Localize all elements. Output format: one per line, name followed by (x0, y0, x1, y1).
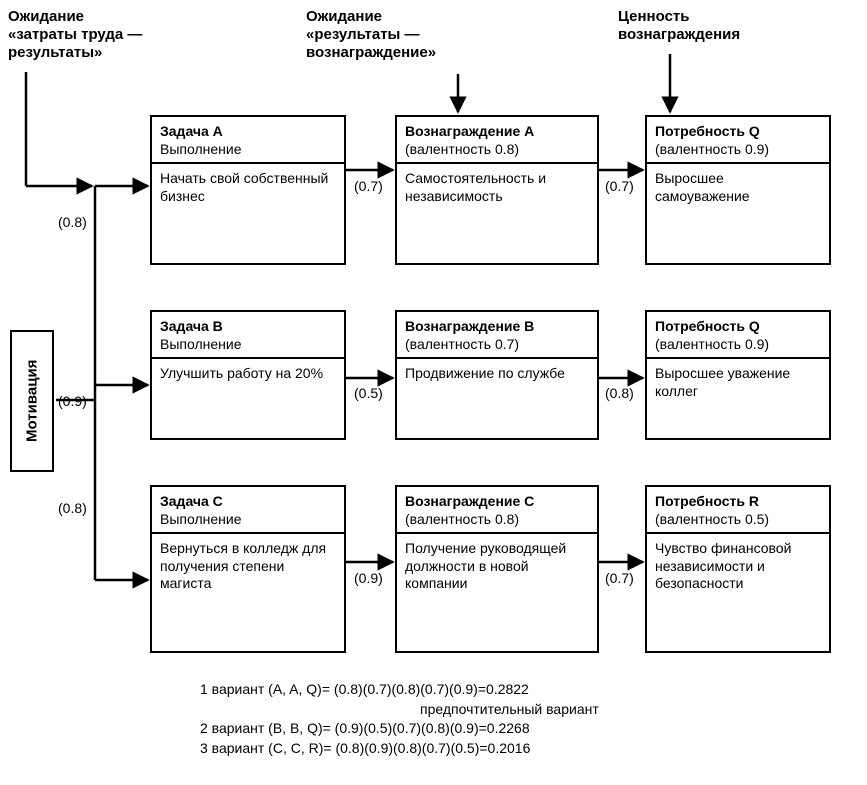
task-c-sub: Выполнение (160, 511, 241, 527)
prob-reward-c: (0.9) (352, 570, 385, 586)
task-b-body: Улучшить работу на 20% (152, 359, 344, 389)
need-a-sub: (валентность 0.9) (655, 141, 769, 157)
need-c-title: Потребность R (655, 493, 759, 509)
prob-reward-b: (0.5) (352, 385, 385, 401)
footer-calc: 1 вариант (A, A, Q)= (0.8)(0.7)(0.8)(0.7… (200, 680, 599, 758)
header-col3: Ценностьвознаграждения (618, 8, 740, 44)
reward-c-sub: (валентность 0.8) (405, 511, 519, 527)
reward-b-body: Продвижение по службе (397, 359, 597, 389)
footer-line1: 1 вариант (A, A, Q)= (0.8)(0.7)(0.8)(0.7… (200, 680, 599, 700)
reward-a-sub: (валентность 0.8) (405, 141, 519, 157)
box-reward-c: Вознаграждение С (валентность 0.8) Получ… (395, 485, 599, 653)
task-b-title: Задача В (160, 318, 223, 334)
box-reward-b: Вознаграждение В (валентность 0.7) Продв… (395, 310, 599, 440)
prob-effort-b: (0.9) (56, 393, 89, 409)
prob-effort-a: (0.8) (56, 214, 89, 230)
box-need-b: Потребность Q (валентность 0.9) Выросшее… (645, 310, 831, 440)
prob-reward-a: (0.7) (352, 178, 385, 194)
task-b-sub: Выполнение (160, 336, 241, 352)
box-need-a: Потребность Q (валентность 0.9) Выросшее… (645, 115, 831, 265)
header-col2: Ожидание«результаты —вознаграждение» (306, 8, 436, 62)
need-b-body: Выросшее уважение коллег (647, 359, 829, 406)
prob-effort-c: (0.8) (56, 500, 89, 516)
box-task-a: Задача А Выполнение Начать свой собствен… (150, 115, 346, 265)
prob-need-b: (0.8) (603, 385, 636, 401)
need-c-sub: (валентность 0.5) (655, 511, 769, 527)
need-a-title: Потребность Q (655, 123, 760, 139)
reward-c-body: Получение руководящей должности в новой … (397, 534, 597, 599)
prob-need-a: (0.7) (603, 178, 636, 194)
footer-line3: 3 вариант (С, С, R)= (0.8)(0.9)(0.8)(0.7… (200, 739, 599, 759)
box-task-c: Задача С Выполнение Вернуться в колледж … (150, 485, 346, 653)
need-b-sub: (валентность 0.9) (655, 336, 769, 352)
box-reward-a: Вознаграждение А (валентность 0.8) Самос… (395, 115, 599, 265)
footer-pref: предпочтительный вариант (420, 700, 599, 720)
box-task-b: Задача В Выполнение Улучшить работу на 2… (150, 310, 346, 440)
reward-b-sub: (валентность 0.7) (405, 336, 519, 352)
header-col1: Ожидание«затраты труда —результаты» (8, 8, 142, 62)
need-b-title: Потребность Q (655, 318, 760, 334)
box-need-c: Потребность R (валентность 0.5) Чувство … (645, 485, 831, 653)
prob-need-c: (0.7) (603, 570, 636, 586)
footer-line2: 2 вариант (В, В, Q)= (0.9)(0.5)(0.7)(0.8… (200, 719, 599, 739)
motivation-box: Мотивация (10, 330, 54, 472)
need-a-body: Выросшее самоуважение (647, 164, 829, 211)
task-a-body: Начать свой собственный бизнес (152, 164, 344, 211)
reward-a-body: Самостоятельность и независимость (397, 164, 597, 211)
task-a-sub: Выполнение (160, 141, 241, 157)
task-c-body: Вернуться в колледж для получения степен… (152, 534, 344, 599)
reward-c-title: Вознаграждение С (405, 493, 534, 509)
need-c-body: Чувство финансовой независимости и безоп… (647, 534, 829, 599)
reward-b-title: Вознаграждение В (405, 318, 534, 334)
task-a-title: Задача А (160, 123, 223, 139)
reward-a-title: Вознаграждение А (405, 123, 534, 139)
task-c-title: Задача С (160, 493, 223, 509)
